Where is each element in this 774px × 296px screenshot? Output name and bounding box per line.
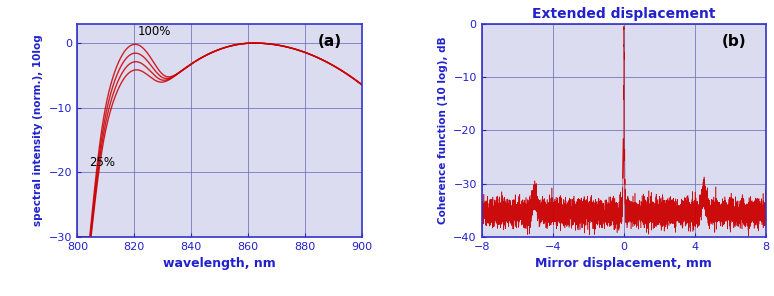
Title: Extended displacement: Extended displacement: [533, 7, 716, 21]
Text: (a): (a): [318, 34, 342, 49]
Y-axis label: Coherence function (10 log), dB: Coherence function (10 log), dB: [437, 36, 447, 224]
Text: 100%: 100%: [137, 25, 170, 38]
X-axis label: Mirror displacement, mm: Mirror displacement, mm: [536, 257, 712, 270]
Text: 25%: 25%: [89, 156, 115, 169]
X-axis label: wavelength, nm: wavelength, nm: [163, 257, 276, 270]
Y-axis label: spectral intensity (norm.), 10log: spectral intensity (norm.), 10log: [33, 34, 43, 226]
Text: (b): (b): [721, 34, 746, 49]
